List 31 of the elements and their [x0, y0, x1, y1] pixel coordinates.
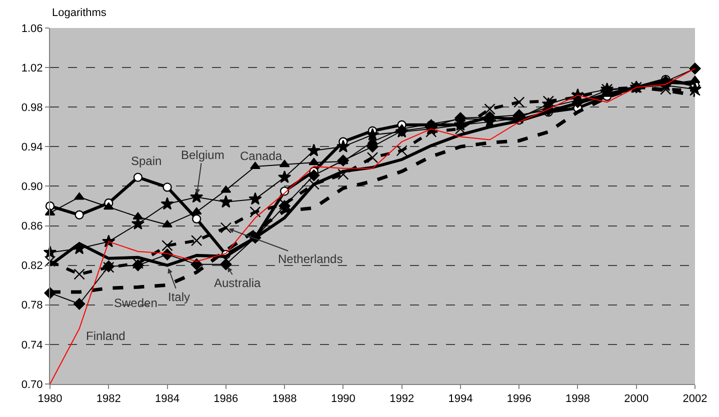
- y-tick-label: 0.90: [21, 181, 43, 194]
- series-label: Australia: [214, 276, 262, 290]
- y-tick-label: 0.82: [21, 260, 43, 272]
- text: Italy: [168, 290, 190, 304]
- series-label: Finland: [86, 329, 126, 343]
- y-tick-label: 1.02: [21, 62, 43, 74]
- x-tick-label: 1994: [448, 393, 473, 406]
- text: Netherlands: [278, 252, 343, 266]
- x-tick-label: 1982: [96, 393, 121, 406]
- x-tick-label: 1990: [330, 393, 356, 406]
- y-tick-label: 0.98: [21, 102, 43, 114]
- x-tick-label: 2002: [682, 393, 708, 406]
- x-tick-label: 1996: [506, 393, 532, 406]
- series-label: Spain: [131, 154, 162, 168]
- text: Belgium: [181, 148, 224, 162]
- series-label: Sweden: [114, 296, 158, 310]
- x-tick-label: 1998: [565, 393, 590, 406]
- series-label: Canada: [240, 149, 282, 163]
- x-tick-label: 1986: [214, 393, 238, 406]
- x-tick-label: 2000: [624, 393, 649, 406]
- y-tick-label: 0.86: [21, 220, 43, 233]
- y-axis-title: Logarithms: [52, 7, 107, 19]
- y-tick-label: 1.06: [21, 22, 43, 35]
- y-tick-label: 0.74: [21, 339, 43, 352]
- y-tick-label: 0.78: [21, 300, 43, 312]
- x-tick-label: 1988: [272, 393, 297, 406]
- x-tick-label: 1980: [38, 393, 62, 406]
- x-tick-label: 1984: [155, 393, 180, 406]
- x-tick-label: 1992: [390, 393, 414, 406]
- y-tick-label: 0.70: [21, 378, 43, 391]
- y-tick-label: 0.94: [21, 142, 43, 154]
